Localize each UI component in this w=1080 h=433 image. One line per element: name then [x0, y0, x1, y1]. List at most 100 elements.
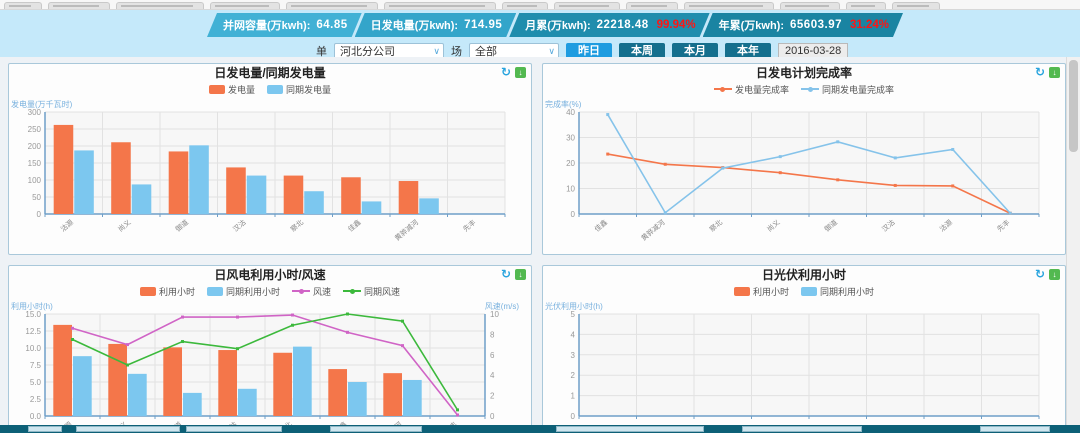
- legend-label: 同期风速: [364, 286, 401, 297]
- svg-text:0: 0: [490, 412, 495, 421]
- stat-year-total: 年累(万kwh): 65603.97 31.24%: [703, 13, 903, 37]
- legend-swatch: [139, 286, 156, 296]
- completion-line-chart: 0 10 20 30 40 佳鑫 黄骅减河 察北 尚义 御道 汉沽 沽源 先丰 完成率(%): [545, 99, 1040, 243]
- browser-tab[interactable]: [780, 2, 840, 9]
- svg-text:5: 5: [571, 310, 576, 319]
- svg-text:1: 1: [571, 392, 576, 401]
- svg-text:12.5: 12.5: [25, 327, 41, 336]
- chevron-down-icon: ∨: [433, 45, 440, 56]
- stat-value: 64.85: [316, 19, 348, 31]
- bottom-bar-segment: [28, 426, 62, 432]
- legend-label: 发电量完成率: [734, 84, 789, 95]
- legend-item[interactable]: 同期发电量完成率: [801, 83, 894, 96]
- browser-tab[interactable]: [502, 2, 548, 9]
- chart-legend: 发电量 同期发电量: [9, 82, 531, 96]
- browser-tab[interactable]: [892, 2, 940, 9]
- vertical-scrollbar[interactable]: [1066, 57, 1080, 425]
- svg-text:10: 10: [490, 310, 499, 319]
- browser-tab[interactable]: [4, 2, 42, 9]
- panel-title: 日发电计划完成率: [755, 66, 852, 80]
- browser-tab[interactable]: [846, 2, 886, 9]
- stat-value: 714.95: [464, 19, 503, 31]
- svg-text:7.5: 7.5: [30, 361, 42, 370]
- legend-item[interactable]: 风速: [292, 285, 331, 298]
- svg-text:3: 3: [571, 351, 576, 360]
- browser-tab[interactable]: [626, 2, 678, 9]
- legend-item[interactable]: 发电量完成率: [713, 83, 789, 96]
- legend-item[interactable]: 同期发电量: [267, 83, 331, 96]
- svg-text:300: 300: [28, 108, 42, 117]
- svg-text:光伏利用小时(h): 光伏利用小时(h): [545, 301, 603, 311]
- legend-swatch: [208, 84, 225, 94]
- refresh-icon[interactable]: ↻: [500, 65, 511, 79]
- range-button-this-month[interactable]: 本月: [672, 42, 718, 60]
- range-button-yesterday[interactable]: 昨日: [566, 42, 612, 60]
- range-button-this-week[interactable]: 本周: [619, 42, 665, 60]
- dashboard-grid: 日发电量/同期发电量 ↻ ↓ 发电量 同期发电量 0 50 100 150 200 250 3…: [0, 57, 1066, 433]
- legend-swatch: [733, 286, 750, 296]
- stat-daily-generation: 日发电量(万kwh): 714.95: [355, 13, 517, 37]
- svg-text:先丰: 先丰: [461, 218, 478, 234]
- browser-tab[interactable]: [286, 2, 378, 9]
- svg-text:尚义: 尚义: [116, 218, 133, 234]
- svg-text:完成率(%): 完成率(%): [545, 99, 582, 109]
- svg-text:2: 2: [571, 371, 576, 380]
- panel-title: 日光伏利用小时: [761, 268, 846, 282]
- legend-label: 同期发电量完成率: [822, 84, 895, 95]
- bottom-bar-segment: [556, 426, 704, 432]
- range-button-this-year[interactable]: 本年: [725, 42, 771, 60]
- stats-ribbon: 并网容量(万kwh): 64.85 日发电量(万kwh): 714.95 月累(…: [214, 13, 903, 37]
- stat-grid-capacity: 并网容量(万kwh): 64.85: [207, 13, 362, 37]
- svg-text:汉沽: 汉沽: [880, 218, 897, 234]
- browser-tab[interactable]: [210, 2, 280, 9]
- legend-label: 同期利用小时: [225, 286, 280, 297]
- bottom-bar-segment: [330, 426, 422, 432]
- browser-tab[interactable]: [554, 2, 620, 9]
- svg-text:汉沽: 汉沽: [231, 218, 248, 234]
- station-select-value: 全部: [475, 46, 497, 58]
- browser-tab[interactable]: [384, 2, 496, 9]
- svg-text:4: 4: [571, 330, 576, 339]
- legend-item[interactable]: 利用小时: [733, 285, 789, 298]
- refresh-icon[interactable]: ↻: [500, 267, 511, 281]
- scrollbar-thumb[interactable]: [1069, 60, 1078, 152]
- bottom-bar-segment: [742, 426, 862, 432]
- svg-text:6: 6: [490, 351, 495, 360]
- station-select[interactable]: 全部 ∨: [469, 42, 559, 60]
- legend-item[interactable]: 利用小时: [139, 285, 195, 298]
- unit-select[interactable]: 河北分公司 ∨: [334, 42, 444, 60]
- svg-text:4: 4: [490, 371, 495, 380]
- legend-swatch: [292, 288, 310, 294]
- save-image-icon[interactable]: ↓: [1049, 268, 1060, 280]
- svg-text:利用小时(h): 利用小时(h): [11, 301, 53, 311]
- browser-tab[interactable]: [48, 2, 110, 9]
- refresh-icon[interactable]: ↻: [1034, 65, 1045, 79]
- bottom-bar-segment: [186, 426, 282, 432]
- svg-text:0.0: 0.0: [30, 412, 42, 421]
- save-image-icon[interactable]: ↓: [515, 268, 526, 280]
- svg-text:2: 2: [490, 392, 495, 401]
- save-image-icon[interactable]: ↓: [515, 66, 526, 78]
- stat-percent: 31.24%: [849, 19, 889, 31]
- browser-tab[interactable]: [684, 2, 774, 9]
- panel-daily-generation: 日发电量/同期发电量 ↻ ↓ 发电量 同期发电量 0 50 100 150 200 250 3…: [8, 63, 532, 255]
- svg-text:御道: 御道: [174, 218, 191, 234]
- legend-item[interactable]: 发电量: [208, 83, 255, 96]
- save-image-icon[interactable]: ↓: [1049, 66, 1060, 78]
- legend-item[interactable]: 同期风速: [343, 285, 400, 298]
- svg-text:2.5: 2.5: [30, 395, 42, 404]
- svg-text:黄骅减河: 黄骅减河: [639, 218, 666, 243]
- svg-text:0: 0: [571, 412, 576, 421]
- bottom-cutoff-bar: [0, 425, 1080, 433]
- legend-item[interactable]: 同期利用小时: [801, 285, 874, 298]
- legend-item[interactable]: 同期利用小时: [206, 285, 280, 298]
- bottom-bar-segment: [76, 426, 180, 432]
- panel-wind-hours: 日风电利用小时/风速 ↻ ↓ 利用小时 同期利用小时 风速 同期风速 0.0 2.5 5.…: [8, 265, 532, 433]
- svg-text:沽源: 沽源: [938, 218, 955, 234]
- refresh-icon[interactable]: ↻: [1034, 267, 1045, 281]
- stat-value: 65603.97: [790, 19, 842, 31]
- svg-text:30: 30: [566, 134, 575, 143]
- browser-tab[interactable]: [116, 2, 204, 9]
- stat-label: 并网容量(万kwh):: [223, 20, 311, 32]
- svg-text:发电量(万千瓦时): 发电量(万千瓦时): [11, 99, 73, 109]
